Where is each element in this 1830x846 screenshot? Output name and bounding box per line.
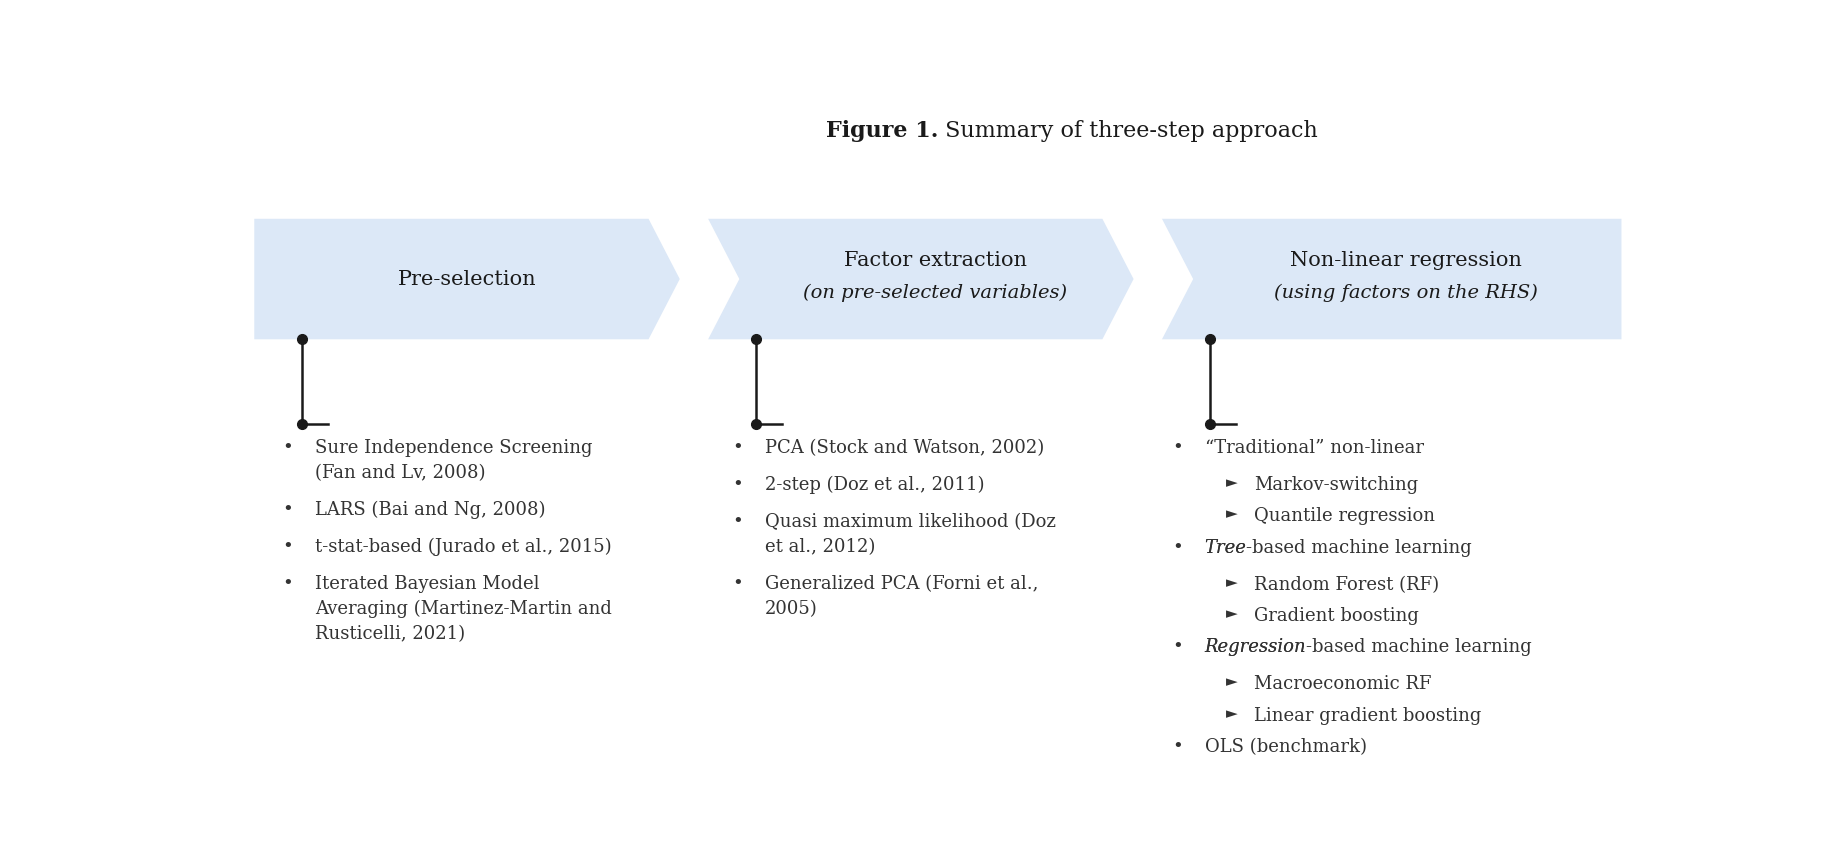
- Text: -based machine learning: -based machine learning: [1246, 539, 1471, 557]
- Text: •: •: [732, 476, 743, 494]
- Text: Tree: Tree: [1204, 539, 1246, 557]
- Text: •: •: [732, 514, 743, 531]
- Text: •: •: [282, 439, 293, 457]
- Polygon shape: [708, 219, 1133, 339]
- Text: (on pre-selected variables): (on pre-selected variables): [803, 284, 1067, 303]
- Text: Quasi maximum likelihood (Doz: Quasi maximum likelihood (Doz: [765, 514, 1056, 531]
- Text: 2005): 2005): [765, 600, 818, 618]
- Text: Random Forest (RF): Random Forest (RF): [1254, 576, 1438, 594]
- Text: ►: ►: [1226, 476, 1237, 490]
- Text: Linear gradient boosting: Linear gradient boosting: [1254, 706, 1482, 725]
- Text: •: •: [732, 575, 743, 593]
- Text: Iterated Bayesian Model: Iterated Bayesian Model: [315, 575, 540, 593]
- Text: Generalized PCA (Forni et al.,: Generalized PCA (Forni et al.,: [765, 575, 1038, 593]
- Text: •: •: [282, 538, 293, 556]
- Text: Macroeconomic RF: Macroeconomic RF: [1254, 675, 1431, 694]
- Text: •: •: [1171, 738, 1182, 756]
- Polygon shape: [254, 219, 679, 339]
- Text: (Fan and Lv, 2008): (Fan and Lv, 2008): [315, 464, 485, 481]
- Text: •: •: [282, 501, 293, 519]
- Text: Figure 1.: Figure 1.: [825, 120, 937, 142]
- Text: ►: ►: [1226, 508, 1237, 521]
- Text: •: •: [1171, 539, 1182, 557]
- Text: ►: ►: [1226, 607, 1237, 621]
- Polygon shape: [1162, 219, 1621, 339]
- Text: 2-step (Doz et al., 2011): 2-step (Doz et al., 2011): [765, 476, 985, 494]
- Text: Tree: Tree: [1204, 539, 1246, 557]
- Text: LARS (Bai and Ng, 2008): LARS (Bai and Ng, 2008): [315, 501, 545, 519]
- Text: •: •: [1171, 439, 1182, 457]
- Text: (using factors on the RHS): (using factors on the RHS): [1274, 284, 1537, 303]
- Text: ►: ►: [1226, 576, 1237, 590]
- Text: OLS (benchmark): OLS (benchmark): [1204, 738, 1367, 756]
- Text: -based machine learning: -based machine learning: [1307, 638, 1532, 656]
- Text: et al., 2012): et al., 2012): [765, 538, 875, 556]
- Text: •: •: [732, 439, 743, 457]
- Text: Non-linear regression: Non-linear regression: [1290, 251, 1523, 270]
- Text: Regression: Regression: [1204, 638, 1307, 656]
- Text: Pre-selection: Pre-selection: [397, 270, 536, 288]
- Text: Gradient boosting: Gradient boosting: [1254, 607, 1418, 625]
- Text: Sure Independence Screening: Sure Independence Screening: [315, 439, 593, 457]
- Text: Factor extraction: Factor extraction: [844, 251, 1027, 270]
- Text: ►: ►: [1226, 675, 1237, 689]
- Text: Rusticelli, 2021): Rusticelli, 2021): [315, 624, 465, 643]
- Text: Averaging (Martinez-Martin and: Averaging (Martinez-Martin and: [315, 600, 613, 618]
- Text: t-stat-based (Jurado et al., 2015): t-stat-based (Jurado et al., 2015): [315, 538, 611, 556]
- Text: Summary of three-step approach: Summary of three-step approach: [937, 120, 1318, 142]
- Text: •: •: [282, 575, 293, 593]
- Text: Regression: Regression: [1204, 638, 1307, 656]
- Text: •: •: [1171, 638, 1182, 656]
- Text: PCA (Stock and Watson, 2002): PCA (Stock and Watson, 2002): [765, 439, 1045, 457]
- Text: “Traditional” non-linear: “Traditional” non-linear: [1204, 439, 1424, 457]
- Text: Quantile regression: Quantile regression: [1254, 508, 1435, 525]
- Text: Markov-switching: Markov-switching: [1254, 476, 1418, 494]
- Text: ►: ►: [1226, 706, 1237, 721]
